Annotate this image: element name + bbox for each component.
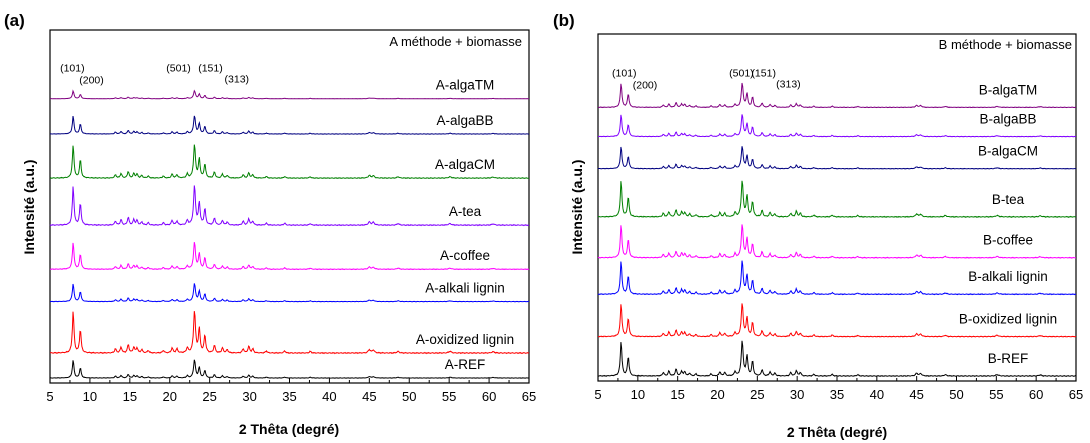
x-tick-label: 30 (242, 389, 256, 404)
series-label: A-algaCM (435, 157, 495, 172)
x-tick-label: 55 (989, 387, 1003, 402)
x-tick-label: 40 (322, 389, 336, 404)
x-tick-label: 40 (870, 387, 884, 402)
peak-label: (101) (612, 67, 637, 79)
x-tick-label: 25 (750, 387, 764, 402)
panel-label-a: (a) (4, 11, 25, 30)
x-tick-label: 30 (790, 387, 804, 402)
series-line (49, 115, 530, 135)
series-line (49, 359, 530, 379)
x-axis-label-a: 2 Thêta (degré) (239, 421, 339, 437)
series-line (49, 89, 530, 100)
peak-label: (151) (751, 67, 776, 79)
x-tick-label: 45 (362, 389, 376, 404)
x-tick-label: 35 (282, 389, 296, 404)
panel-label-b: (b) (553, 11, 575, 30)
x-tick-label: 5 (46, 389, 53, 404)
series-group-a (49, 89, 530, 379)
series-label: A-algaTM (436, 78, 495, 93)
series-line (598, 114, 1077, 138)
series-line (50, 283, 530, 303)
series-line (49, 241, 530, 271)
panel-b: (b) B méthode + biomasse Intensité (a.u.… (553, 11, 1083, 440)
series-label: B-oxidized lignin (959, 312, 1057, 327)
panel-a: (a) A méthode + biomasse Intensité (a.u.… (4, 11, 536, 437)
series-line (597, 224, 1077, 259)
peak-label: (151) (198, 63, 223, 75)
series-label: A-alkali lignin (425, 281, 505, 296)
x-tick-label: 15 (123, 389, 137, 404)
x-tick-label: 50 (402, 389, 416, 404)
x-tick-label: 20 (710, 387, 724, 402)
x-tick-label: 10 (83, 389, 97, 404)
x-ticks-a: 5 10 15 20 25 30 35 40 45 50 55 60 65 (46, 378, 536, 404)
series-line (598, 303, 1077, 338)
series-label: A-algaBB (436, 113, 493, 128)
y-axis-label-a: Intensité (a.u.) (21, 160, 37, 255)
x-tick-label: 60 (1029, 387, 1043, 402)
series-label: B-algaCM (978, 144, 1038, 159)
series-line (597, 82, 1077, 109)
series-labels-a: A-algaTM A-algaBB A-algaCM A-tea A-coffee A-a… (416, 78, 514, 372)
peak-label: (501) (166, 63, 191, 75)
series-line (598, 340, 1077, 378)
series-label: B-coffee (983, 233, 1033, 248)
x-tick-label: 45 (909, 387, 923, 402)
x-tick-label: 20 (163, 389, 177, 404)
series-line (49, 185, 530, 227)
x-tick-label: 55 (442, 389, 456, 404)
y-axis-label-b: Intensité (a.u.) (569, 160, 585, 255)
series-label: A-REF (445, 357, 486, 372)
legend-title-b: B méthode + biomasse (939, 37, 1072, 52)
peak-label: (313) (776, 78, 801, 90)
peak-label: (200) (79, 75, 104, 87)
x-tick-label: 65 (1069, 387, 1083, 402)
peak-label: (501) (729, 67, 754, 79)
x-axis-label-b: 2 Thêta (degré) (787, 424, 887, 440)
legend-title-a: A méthode + biomasse (389, 34, 522, 49)
peak-label: (313) (225, 74, 250, 86)
series-line (49, 144, 530, 180)
x-tick-label: 60 (482, 389, 496, 404)
series-label: B-algaTM (979, 82, 1038, 97)
series-line (597, 180, 1077, 218)
x-tick-label: 65 (522, 389, 536, 404)
series-line (597, 260, 1077, 296)
peak-labels-b: (101)(200) (501)(151)(313) (612, 67, 801, 91)
series-line (597, 146, 1077, 170)
series-label: B-algaBB (979, 112, 1036, 127)
x-tick-label: 10 (631, 387, 645, 402)
series-group-b (597, 82, 1077, 378)
series-label: B-REF (988, 351, 1029, 366)
series-label: A-oxidized lignin (416, 332, 514, 347)
series-label: A-coffee (440, 248, 490, 263)
series-label: B-tea (992, 192, 1025, 207)
x-tick-label: 5 (594, 387, 601, 402)
series-line (49, 311, 530, 355)
series-label: B-alkali lignin (968, 269, 1048, 284)
series-label: A-tea (449, 204, 482, 219)
peak-label: (101) (60, 63, 85, 75)
x-tick-label: 35 (830, 387, 844, 402)
x-tick-label: 50 (949, 387, 963, 402)
x-tick-label: 25 (202, 389, 216, 404)
peak-labels-a: (101)(200) (501) (151)(313) (60, 63, 249, 87)
series-labels-b: B-algaTM B-algaBB B-algaCM B-tea B-coffee B-a… (959, 82, 1057, 366)
x-ticks-b: 5 10 15 20 25 30 35 40 45 50 55 60 65 (594, 376, 1083, 402)
peak-label: (200) (633, 79, 658, 91)
x-tick-label: 15 (670, 387, 684, 402)
